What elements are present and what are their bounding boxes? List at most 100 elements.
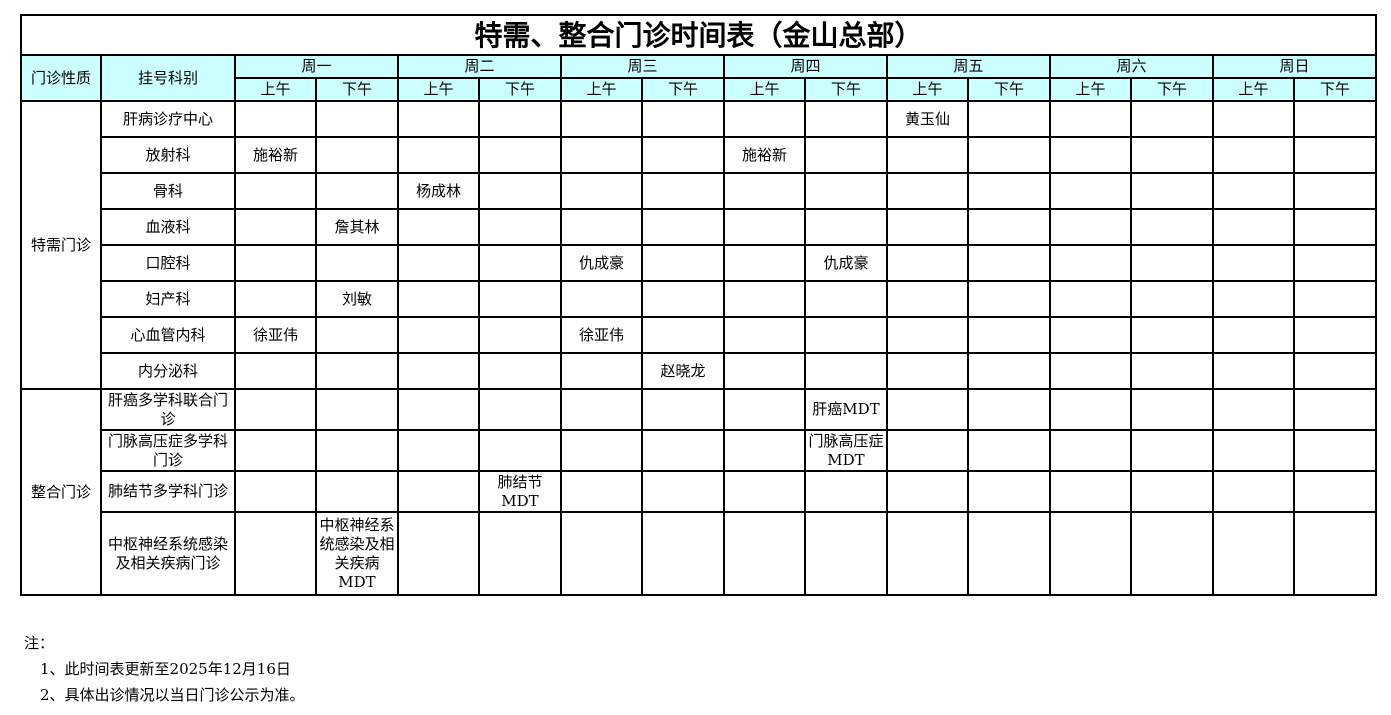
schedule-cell: [1049, 316, 1132, 354]
schedule-cell: [804, 511, 888, 596]
schedule-cell: [315, 136, 399, 174]
department-cell: 妇产科: [100, 280, 236, 318]
schedule-cell: [560, 429, 643, 472]
schedule-cell: [234, 100, 317, 138]
schedule-cell: [1049, 429, 1132, 472]
department-cell: 肝病诊疗中心: [100, 100, 236, 138]
header-day: 周一: [234, 54, 399, 79]
schedule-cell: [967, 172, 1051, 210]
schedule-cell: [1212, 388, 1295, 431]
schedule-cell: [1293, 316, 1377, 354]
schedule-cell: [234, 208, 317, 246]
schedule-cell: [1049, 244, 1132, 282]
schedule-cell: [1293, 470, 1377, 513]
schedule-cell: [1293, 172, 1377, 210]
schedule-cell: [478, 100, 562, 138]
schedule-cell: [1212, 208, 1295, 246]
schedule-cell: [397, 136, 480, 174]
schedule-cell: [397, 470, 480, 513]
schedule-cell: [478, 136, 562, 174]
schedule-cell: [886, 244, 969, 282]
schedule-cell: [1049, 208, 1132, 246]
schedule-cell: 徐亚伟: [560, 316, 643, 354]
schedule-cell: [234, 352, 317, 390]
schedule-cell: [1049, 511, 1132, 596]
schedule-cell: [641, 100, 725, 138]
table-row: 妇产科 刘敏: [21, 280, 1377, 318]
schedule-cell: [804, 352, 888, 390]
schedule-cell: [967, 388, 1051, 431]
schedule-cell: [560, 352, 643, 390]
schedule-cell: [804, 470, 888, 513]
schedule-cell: [886, 136, 969, 174]
department-cell: 骨科: [100, 172, 236, 210]
table-row: 中枢神经系统感染及相关疾病门诊 中枢神经系统感染及相关疾病MDT: [21, 511, 1377, 596]
schedule-cell: [560, 470, 643, 513]
header-day: 周五: [886, 54, 1051, 79]
schedule-cell: [1130, 244, 1214, 282]
table-row: 整合门诊 肝癌多学科联合门诊 肝癌MDT: [20, 388, 1377, 596]
schedule-cell: [1212, 100, 1295, 138]
header-pm: 下午: [315, 77, 399, 102]
schedule-cell: [1293, 352, 1377, 390]
note-item: 1、此时间表更新至2025年12月16日: [40, 660, 291, 678]
schedule-cell: 肝癌MDT: [804, 388, 888, 431]
header-pm: 下午: [967, 77, 1051, 102]
schedule-cell: [1293, 388, 1377, 431]
table-row: 门脉高压症多学科门诊 门脉高压症MDT: [21, 429, 1377, 472]
schedule-cell: [641, 208, 725, 246]
department-cell: 放射科: [100, 136, 236, 174]
schedule-cell: [804, 100, 888, 138]
page-title: 特需、整合门诊时间表（金山总部）: [20, 14, 1377, 56]
schedule-cell: [397, 100, 480, 138]
schedule-cell: [967, 100, 1051, 138]
schedule-cell: [478, 172, 562, 210]
schedule-cell: [1049, 172, 1132, 210]
header-pm: 下午: [804, 77, 888, 102]
header-am: 上午: [886, 77, 969, 102]
schedule-cell: [1212, 352, 1295, 390]
schedule-cell: 仇成豪: [804, 244, 888, 282]
schedule-cell: [641, 470, 725, 513]
schedule-cell: [1049, 388, 1132, 431]
header-pm: 下午: [478, 77, 562, 102]
header-am: 上午: [234, 77, 317, 102]
schedule-cell: [723, 280, 806, 318]
schedule-cell: [397, 511, 480, 596]
schedule-cell: [560, 511, 643, 596]
department-cell: 中枢神经系统感染及相关疾病门诊: [100, 511, 236, 596]
header-am: 上午: [397, 77, 480, 102]
header-am: 上午: [723, 77, 806, 102]
schedule-cell: [886, 172, 969, 210]
schedule-cell: [1293, 280, 1377, 318]
schedule-cell: [1293, 244, 1377, 282]
notes: 注： 1、此时间表更新至2025年12月16日 2、具体出诊情况以当日门诊公示为…: [24, 630, 305, 708]
schedule-cell: [886, 316, 969, 354]
schedule-cell: [1212, 172, 1295, 210]
schedule-cell: [886, 511, 969, 596]
schedule-cell: [560, 388, 643, 431]
schedule-cell: [967, 136, 1051, 174]
schedule-cell: [1130, 316, 1214, 354]
schedule-cell: [967, 244, 1051, 282]
schedule-cell: [1130, 208, 1214, 246]
schedule-cell: [967, 316, 1051, 354]
schedule-cell: [234, 172, 317, 210]
schedule-cell: [804, 172, 888, 210]
header-day: 周三: [560, 54, 725, 79]
department-cell: 心血管内科: [100, 316, 236, 354]
schedule-cell: 杨成林: [397, 172, 480, 210]
schedule-cell: [723, 470, 806, 513]
schedule-cell: [641, 280, 725, 318]
table-row: 血液科 詹其林: [21, 208, 1377, 246]
schedule-cell: [967, 470, 1051, 513]
schedule-cell: [315, 470, 399, 513]
schedule-cell: [641, 388, 725, 431]
department-cell: 肝癌多学科联合门诊: [100, 388, 236, 431]
schedule-cell: [886, 208, 969, 246]
schedule-cell: [967, 352, 1051, 390]
header-department: 挂号科别: [100, 54, 236, 102]
schedule-cell: [967, 511, 1051, 596]
schedule-cell: [397, 316, 480, 354]
schedule-cell: 黄玉仙: [886, 100, 969, 138]
